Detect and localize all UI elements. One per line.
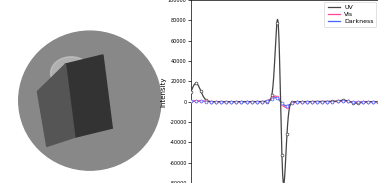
Legend: UV, Vis, Darkness: UV, Vis, Darkness <box>324 2 376 27</box>
Vis <box>189 100 193 102</box>
Line: UV: UV <box>191 19 378 183</box>
Vis <box>273 95 278 97</box>
UV <box>275 21 279 24</box>
Vis <box>376 101 378 103</box>
Polygon shape <box>37 64 75 146</box>
UV <box>376 101 378 103</box>
Darkness <box>370 101 375 103</box>
Vis <box>275 96 279 98</box>
UV <box>275 18 280 20</box>
Darkness <box>280 102 284 104</box>
Text: 1 micron: 1 micron <box>8 24 45 33</box>
UV <box>189 91 193 93</box>
Darkness <box>273 97 277 99</box>
UV <box>280 155 284 157</box>
Darkness <box>198 100 203 102</box>
Darkness <box>275 97 279 99</box>
Darkness <box>376 101 378 103</box>
Vis <box>370 101 375 103</box>
Darkness <box>370 101 375 103</box>
Vis <box>370 101 375 103</box>
UV <box>370 101 375 103</box>
Darkness <box>189 100 193 102</box>
UV <box>198 89 203 91</box>
Y-axis label: Intensity: Intensity <box>161 76 167 107</box>
Vis <box>336 100 341 102</box>
Darkness <box>284 104 288 107</box>
Polygon shape <box>65 55 112 137</box>
Vis <box>280 103 284 105</box>
UV <box>336 100 341 102</box>
Vis <box>284 106 288 108</box>
Line: Darkness: Darkness <box>191 98 378 106</box>
Vis <box>198 100 203 102</box>
Circle shape <box>19 31 161 170</box>
Ellipse shape <box>51 57 92 90</box>
Darkness <box>336 100 341 102</box>
Line: Vis: Vis <box>191 96 378 107</box>
UV <box>370 101 375 103</box>
